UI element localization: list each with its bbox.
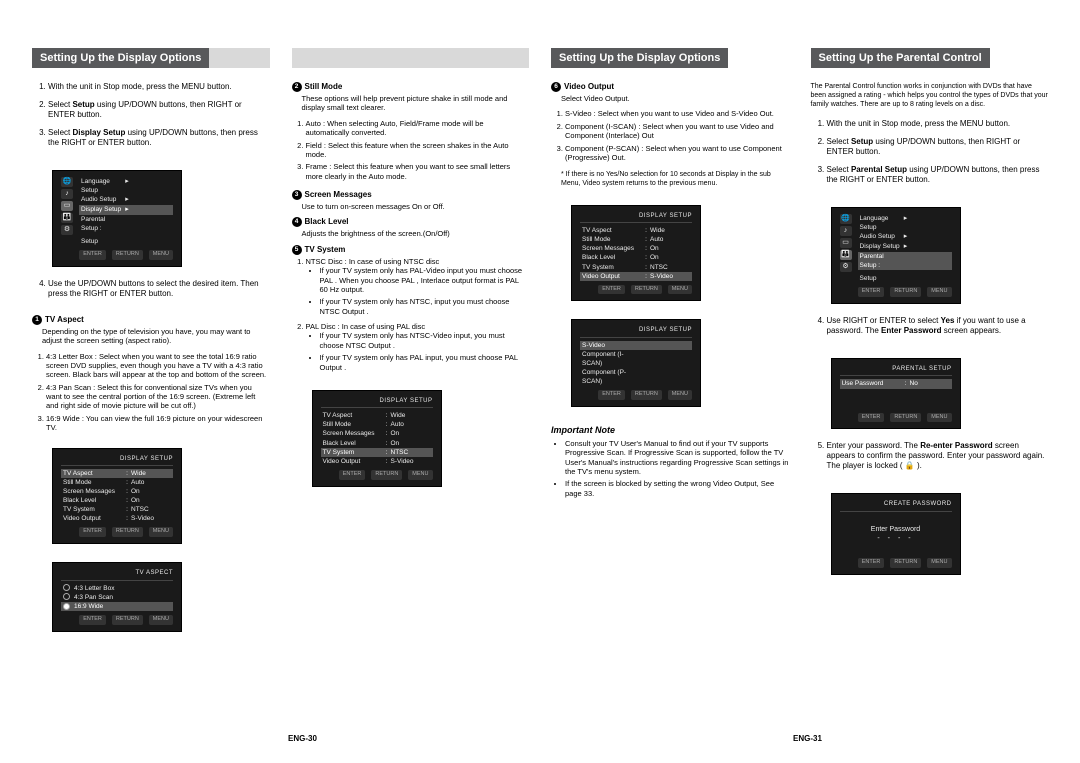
step-4: Use the UP/DOWN buttons to select the de… xyxy=(48,279,270,299)
still-head: 2Still Mode xyxy=(292,82,530,92)
bl-head: 4Black Level xyxy=(292,217,530,227)
osd-softkeys: ENTER RETURN MENU xyxy=(61,250,173,260)
col-2: 2Still Mode These options will help prev… xyxy=(292,48,530,728)
audio-icon: ♪ xyxy=(61,189,73,199)
parental-icon: 👪 xyxy=(61,213,73,223)
parental-icon: 👪 xyxy=(840,250,852,260)
col-4: Setting Up the Parental Control The Pare… xyxy=(811,48,1049,728)
sm-desc: Use to turn on-screen messages On or Off… xyxy=(292,202,530,211)
password-dashes: - - - - xyxy=(840,534,952,544)
setup-icon: ⚙ xyxy=(840,262,852,272)
osd-setup-menu: 🌐 ♪ ▭ 👪 ⚙ Language Setup▸ Audio Setup▸ D… xyxy=(52,170,182,267)
important-list: Consult your TV User's Manual to find ou… xyxy=(551,439,789,501)
header-3-title: Setting Up the Parental Control xyxy=(811,48,990,68)
vo-desc: Select Video Output. xyxy=(551,94,789,103)
steps-display-1: With the unit in Stop mode, press the ME… xyxy=(32,82,270,156)
page-num-right: ENG-31 xyxy=(793,734,822,743)
header-1: Setting Up the Display Options xyxy=(32,48,270,68)
page-grid: Setting Up the Display Options With the … xyxy=(32,48,1048,728)
lang-icon: 🌐 xyxy=(61,177,73,187)
osd-icons-left: 🌐 ♪ ▭ 👪 ⚙ xyxy=(61,177,73,246)
parental-intro: The Parental Control function works in c… xyxy=(811,82,1049,109)
tv-aspect-desc: Depending on the type of television you … xyxy=(32,327,270,346)
step-2: Select Setup using UP/DOWN buttons, then… xyxy=(48,100,270,120)
header-2-title: Setting Up the Display Options xyxy=(551,48,728,68)
osd-setup-parental: 🌐 ♪ ▭ 👪 ⚙ Language Setup▸ Audio Setup▸ D… xyxy=(831,207,961,304)
audio-icon: ♪ xyxy=(840,226,852,236)
still-list: Auto : When selecting Auto, Field/Frame … xyxy=(292,119,530,184)
osd-display-setup-2: DISPLAY SETUP TV Aspect:Wide Still Mode:… xyxy=(312,390,442,487)
osd-video-output: DISPLAY SETUP S-Video Component (I-SCAN)… xyxy=(571,319,701,407)
vo-list: S-Video : Select when you want to use Vi… xyxy=(551,109,789,165)
setup-icon: ⚙ xyxy=(61,225,73,235)
page-num-left: ENG-30 xyxy=(288,734,317,743)
parental-steps-3: Enter your password. The Re-enter Passwo… xyxy=(811,441,1049,479)
osd-create-password: CREATE PASSWORD Enter Password - - - - E… xyxy=(831,493,961,575)
col-1: Setting Up the Display Options With the … xyxy=(32,48,270,728)
tvs-list: NTSC Disc : In case of using NTSC disc I… xyxy=(292,257,530,378)
osd-tv-aspect: TV ASPECT 4:3 Letter Box 4:3 Pan Scan 16… xyxy=(52,562,182,631)
step-1: With the unit in Stop mode, press the ME… xyxy=(48,82,270,92)
osd-row: Language Setup▸ xyxy=(79,177,173,195)
steps-display-2: Use the UP/DOWN buttons to select the de… xyxy=(32,279,270,307)
parental-steps-1: With the unit in Stop mode, press the ME… xyxy=(811,119,1049,193)
osd-parental-setup: PARENTAL SETUP Use Password:No ENTERRETU… xyxy=(831,358,961,429)
lang-icon: 🌐 xyxy=(840,214,852,224)
header-1-fill xyxy=(209,48,269,68)
header-3: Setting Up the Parental Control xyxy=(811,48,1049,68)
parental-steps-2: Use RIGHT or ENTER to select Yes if you … xyxy=(811,316,1049,344)
enter-password-label: Enter Password xyxy=(840,525,952,535)
osd-display-setup-3: DISPLAY SETUP TV Aspect:Wide Still Mode:… xyxy=(571,205,701,302)
osd-display-setup: DISPLAY SETUP TV Aspect:Wide Still Mode:… xyxy=(52,448,182,545)
tv-aspect-list: 4:3 Letter Box : Select when you want to… xyxy=(32,352,270,436)
bl-desc: Adjusts the brightness of the screen.(On… xyxy=(292,229,530,238)
important-head: Important Note xyxy=(551,425,789,435)
vo-head: 6Video Output xyxy=(551,82,789,92)
display-icon: ▭ xyxy=(840,238,852,248)
still-desc: These options will help prevent picture … xyxy=(292,94,530,113)
vo-note: * If there is no Yes/No selection for 10… xyxy=(551,171,789,189)
step-3: Select Display Setup using UP/DOWN butto… xyxy=(48,128,270,148)
header-1-cont xyxy=(292,48,530,68)
sm-head: 3Screen Messages xyxy=(292,190,530,200)
col-3: Setting Up the Display Options 6Video Ou… xyxy=(551,48,789,728)
tv-aspect-head: 1TV Aspect xyxy=(32,315,270,325)
tvs-head: 5TV System xyxy=(292,245,530,255)
display-icon: ▭ xyxy=(61,201,73,211)
header-2: Setting Up the Display Options xyxy=(551,48,789,68)
header-1-title: Setting Up the Display Options xyxy=(32,48,209,68)
